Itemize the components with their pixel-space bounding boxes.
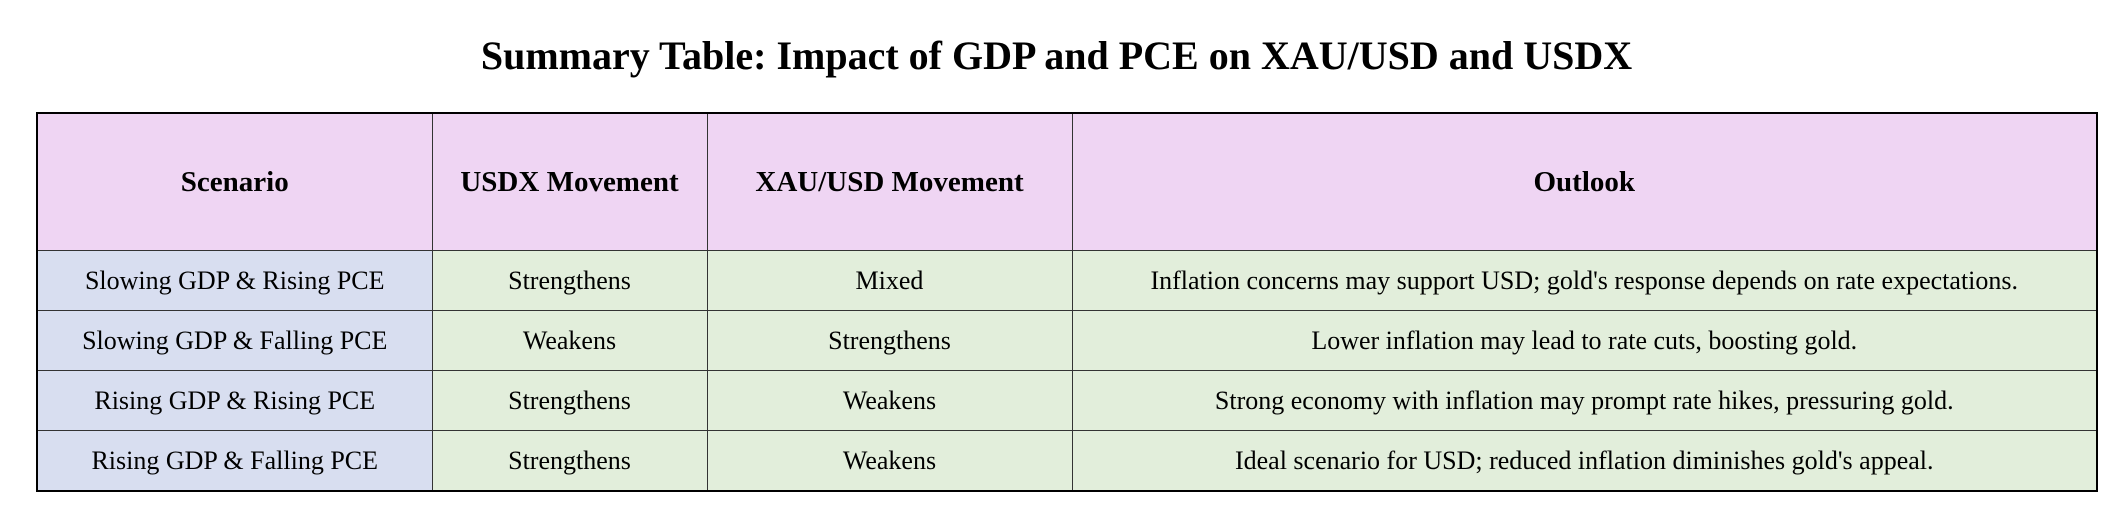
- cell-usdx-movement: Weakens: [431, 310, 708, 371]
- cell-scenario: Slowing GDP & Rising PCE: [36, 250, 433, 311]
- summary-table: Scenario USDX Movement XAU/USD Movement …: [36, 112, 2098, 492]
- cell-scenario: Rising GDP & Rising PCE: [36, 370, 433, 431]
- cell-outlook: Strong economy with inflation may prompt…: [1071, 370, 2098, 431]
- header-usdx-movement: USDX Movement: [431, 112, 708, 251]
- header-xau-usd-movement: XAU/USD Movement: [706, 112, 1073, 251]
- cell-usdx-movement: Strengthens: [431, 250, 708, 311]
- cell-xau-usd-movement: Mixed: [706, 250, 1073, 311]
- header-outlook: Outlook: [1071, 112, 2098, 251]
- table-row: Slowing GDP & Falling PCE Weakens Streng…: [36, 310, 2098, 371]
- cell-xau-usd-movement: Strengthens: [706, 310, 1073, 371]
- table-row: Slowing GDP & Rising PCE Strengthens Mix…: [36, 250, 2098, 311]
- cell-outlook: Lower inflation may lead to rate cuts, b…: [1071, 310, 2098, 371]
- cell-outlook: Inflation concerns may support USD; gold…: [1071, 250, 2098, 311]
- cell-usdx-movement: Strengthens: [431, 370, 708, 431]
- cell-xau-usd-movement: Weakens: [706, 370, 1073, 431]
- cell-scenario: Rising GDP & Falling PCE: [36, 430, 433, 492]
- table-row: Rising GDP & Falling PCE Strengthens Wea…: [36, 430, 2098, 492]
- cell-outlook: Ideal scenario for USD; reduced inflatio…: [1071, 430, 2098, 492]
- cell-xau-usd-movement: Weakens: [706, 430, 1073, 492]
- header-scenario: Scenario: [36, 112, 433, 251]
- header-row: Scenario USDX Movement XAU/USD Movement …: [36, 112, 2098, 251]
- table-row: Rising GDP & Rising PCE Strengthens Weak…: [36, 370, 2098, 431]
- cell-scenario: Slowing GDP & Falling PCE: [36, 310, 433, 371]
- page-title: Summary Table: Impact of GDP and PCE on …: [480, 33, 1633, 78]
- cell-usdx-movement: Strengthens: [431, 430, 708, 492]
